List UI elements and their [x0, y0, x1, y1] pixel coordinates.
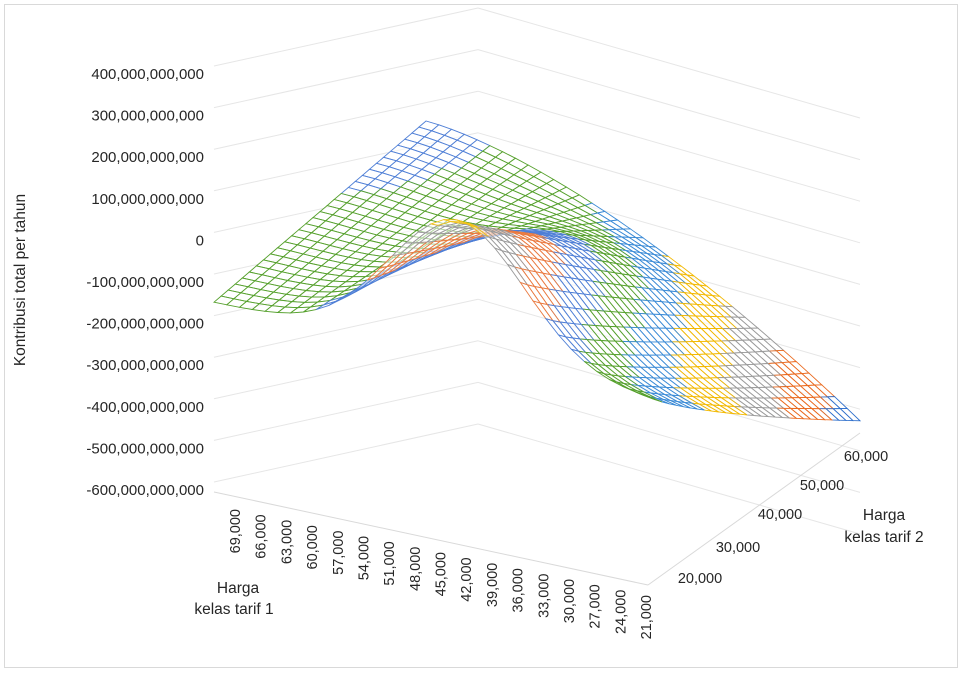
z-gridline: [213, 90, 479, 150]
x-tick-label: 69,000: [228, 509, 244, 553]
z-tick-label: -400,000,000,000: [86, 399, 204, 416]
x-tick-label: 66,000: [254, 514, 270, 558]
surface-mesh: [213, 120, 862, 422]
z-gridline: [477, 381, 861, 493]
z-tick-label: -500,000,000,000: [86, 440, 204, 457]
x-tick-label: 48,000: [408, 547, 424, 591]
x-axis-title-line2: kelas tarif 1: [194, 601, 273, 618]
x-tick-label: 36,000: [511, 568, 527, 612]
z-gridline: [213, 7, 479, 67]
x-tick-label: 42,000: [459, 557, 475, 601]
floor-edge-y: [647, 432, 861, 586]
z-gridline: [213, 381, 479, 441]
floor-edge-x: [213, 491, 649, 586]
z-gridline: [477, 49, 861, 161]
x-tick-label: 57,000: [331, 531, 347, 575]
y-axis-title-line1: Harga: [863, 507, 906, 524]
z-tick-label: 200,000,000,000: [91, 149, 204, 166]
y-axis-title-line2: kelas tarif 2: [844, 529, 923, 546]
z-tick-label: -200,000,000,000: [86, 316, 204, 333]
chart-frame: [4, 4, 958, 668]
z-axis-title: Kontribusi total per tahun: [12, 194, 29, 366]
z-tick-label: 300,000,000,000: [91, 108, 204, 125]
x-tick-label: 45,000: [434, 552, 450, 596]
x-tick-label: 54,000: [356, 536, 372, 580]
x-tick-label: 60,000: [305, 525, 321, 569]
z-gridline: [477, 423, 861, 535]
z-axis-ticks: 400,000,000,000 300,000,000,000 200,000,00…: [86, 66, 204, 499]
z-gridline: [477, 90, 861, 202]
y-tick-label: 40,000: [758, 507, 802, 523]
x-tick-label: 27,000: [588, 584, 604, 628]
x-tick-label: 39,000: [485, 563, 501, 607]
z-gridline: [213, 340, 479, 400]
z-gridline: [213, 298, 479, 358]
y-tick-label: 50,000: [800, 478, 844, 494]
x-tick-label: 21,000: [639, 595, 655, 639]
y-tick-label: 20,000: [678, 571, 722, 587]
y-tick-label: 60,000: [844, 449, 888, 465]
z-gridline: [477, 7, 861, 119]
z-tick-label: -100,000,000,000: [86, 274, 204, 291]
x-axis-title-line1: Harga: [217, 580, 260, 597]
z-tick-label: 0: [196, 232, 204, 249]
z-tick-label: -300,000,000,000: [86, 357, 204, 374]
x-tick-label: 63,000: [279, 520, 295, 564]
z-gridline: [213, 49, 479, 109]
x-tick-label: 30,000: [562, 579, 578, 623]
x-tick-label: 51,000: [382, 541, 398, 585]
z-tick-label: -600,000,000,000: [86, 482, 204, 499]
z-gridline: [213, 423, 479, 483]
x-tick-label: 24,000: [613, 590, 629, 634]
y-tick-label: 30,000: [716, 540, 760, 556]
z-tick-label: 400,000,000,000: [91, 66, 204, 83]
z-gridline: [477, 132, 861, 244]
z-tick-label: 100,000,000,000: [91, 191, 204, 208]
surface-cell: [635, 391, 656, 401]
x-axis-ticks: 69,000 66,000 63,000 60,000 57,000 54,000 51,0…: [228, 509, 655, 639]
x-tick-label: 33,000: [536, 574, 552, 618]
